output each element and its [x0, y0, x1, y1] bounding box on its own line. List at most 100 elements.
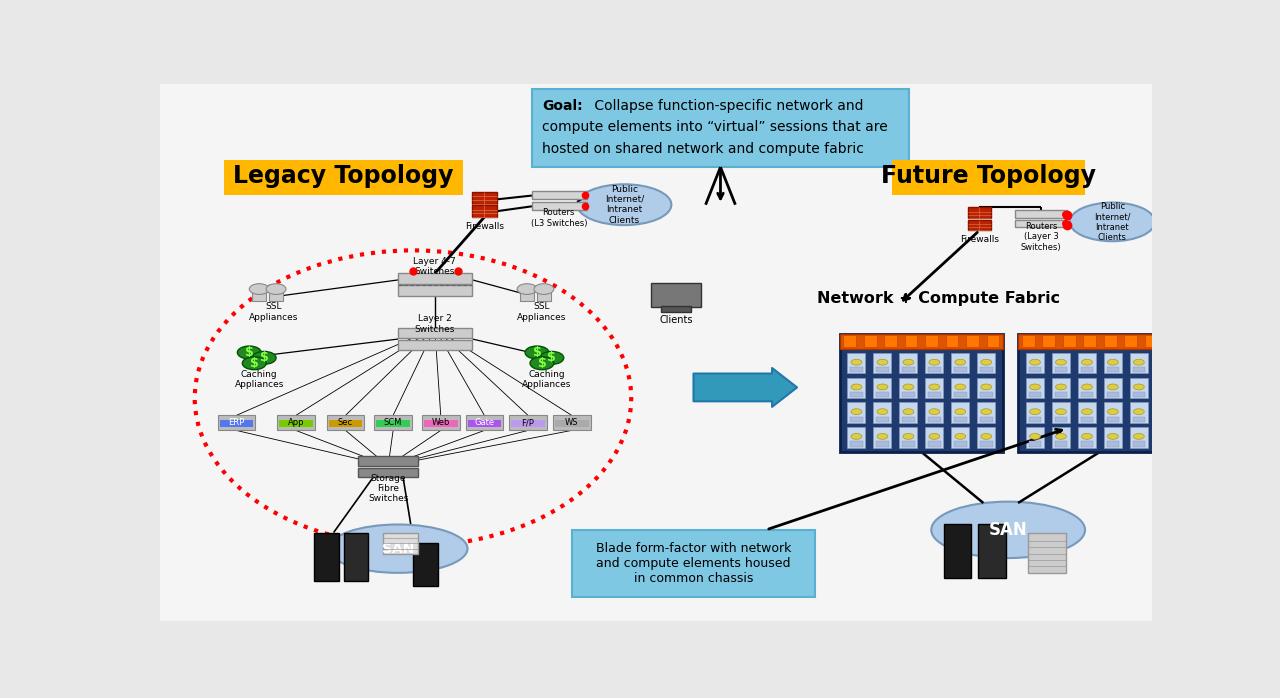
Text: $: $	[250, 357, 259, 370]
FancyBboxPatch shape	[398, 274, 472, 284]
FancyBboxPatch shape	[343, 533, 369, 581]
FancyBboxPatch shape	[413, 543, 438, 586]
FancyBboxPatch shape	[1029, 442, 1042, 447]
Ellipse shape	[329, 524, 467, 573]
Circle shape	[1082, 409, 1092, 415]
Text: Gate: Gate	[475, 418, 494, 427]
FancyBboxPatch shape	[424, 419, 458, 426]
FancyBboxPatch shape	[520, 290, 534, 302]
FancyBboxPatch shape	[509, 415, 547, 431]
FancyBboxPatch shape	[472, 205, 498, 217]
Circle shape	[902, 409, 914, 415]
Circle shape	[851, 359, 861, 365]
Circle shape	[1056, 384, 1066, 390]
FancyBboxPatch shape	[892, 161, 1085, 195]
Text: $: $	[260, 351, 269, 364]
FancyBboxPatch shape	[398, 328, 472, 338]
FancyBboxPatch shape	[951, 427, 969, 447]
FancyBboxPatch shape	[1027, 427, 1044, 447]
FancyBboxPatch shape	[966, 335, 979, 347]
FancyBboxPatch shape	[472, 192, 498, 204]
Circle shape	[1107, 384, 1119, 390]
FancyBboxPatch shape	[279, 419, 312, 426]
FancyBboxPatch shape	[1042, 335, 1055, 347]
Text: Future Topology: Future Topology	[881, 164, 1096, 188]
FancyBboxPatch shape	[1078, 403, 1096, 423]
FancyBboxPatch shape	[1103, 353, 1121, 373]
FancyBboxPatch shape	[652, 283, 700, 307]
FancyBboxPatch shape	[978, 524, 1006, 578]
FancyBboxPatch shape	[1158, 367, 1171, 373]
FancyBboxPatch shape	[1130, 403, 1148, 423]
Circle shape	[525, 346, 549, 359]
FancyBboxPatch shape	[864, 335, 877, 347]
Text: $: $	[538, 357, 547, 370]
Text: Legacy Topology: Legacy Topology	[233, 164, 454, 188]
FancyBboxPatch shape	[954, 392, 966, 397]
Text: Goal:: Goal:	[541, 99, 582, 113]
Text: SSL
Appliances: SSL Appliances	[517, 302, 567, 322]
Text: SAN: SAN	[381, 542, 415, 556]
FancyBboxPatch shape	[1133, 367, 1146, 373]
FancyBboxPatch shape	[876, 392, 888, 397]
Circle shape	[250, 283, 269, 295]
FancyBboxPatch shape	[1156, 353, 1174, 373]
FancyBboxPatch shape	[398, 340, 472, 350]
FancyBboxPatch shape	[847, 427, 865, 447]
Circle shape	[1107, 359, 1119, 365]
Circle shape	[980, 359, 992, 365]
Text: Firewalls: Firewalls	[465, 222, 504, 230]
FancyBboxPatch shape	[1124, 335, 1137, 347]
Circle shape	[851, 409, 861, 415]
Circle shape	[1160, 433, 1170, 439]
Circle shape	[1134, 359, 1144, 365]
Circle shape	[1160, 384, 1170, 390]
FancyBboxPatch shape	[925, 378, 943, 398]
FancyBboxPatch shape	[847, 403, 865, 423]
FancyBboxPatch shape	[1027, 353, 1044, 373]
FancyBboxPatch shape	[1055, 442, 1068, 447]
Circle shape	[252, 351, 276, 364]
FancyBboxPatch shape	[314, 533, 339, 581]
Circle shape	[902, 384, 914, 390]
FancyBboxPatch shape	[876, 417, 888, 422]
Text: SCM: SCM	[384, 418, 402, 427]
FancyBboxPatch shape	[383, 533, 417, 554]
Text: Layer 4-7
Switches: Layer 4-7 Switches	[413, 257, 456, 276]
FancyBboxPatch shape	[1062, 335, 1075, 347]
FancyBboxPatch shape	[900, 403, 918, 423]
FancyBboxPatch shape	[925, 403, 943, 423]
FancyBboxPatch shape	[1018, 334, 1181, 452]
Text: ERP: ERP	[228, 418, 244, 427]
FancyBboxPatch shape	[1156, 378, 1174, 398]
Text: Layer 2
Switches: Layer 2 Switches	[415, 314, 454, 334]
Text: Network + Compute Fabric: Network + Compute Fabric	[817, 291, 1060, 306]
Circle shape	[1029, 384, 1041, 390]
FancyBboxPatch shape	[1018, 334, 1181, 349]
FancyBboxPatch shape	[1130, 427, 1148, 447]
Circle shape	[902, 433, 914, 439]
Text: $: $	[244, 346, 253, 359]
FancyBboxPatch shape	[358, 468, 417, 477]
FancyBboxPatch shape	[1015, 210, 1066, 218]
FancyBboxPatch shape	[980, 367, 992, 373]
FancyBboxPatch shape	[951, 403, 969, 423]
FancyBboxPatch shape	[900, 427, 918, 447]
Circle shape	[1134, 433, 1144, 439]
Text: Public
Internet/
Intranet
Clients: Public Internet/ Intranet Clients	[1094, 202, 1130, 242]
Circle shape	[1029, 359, 1041, 365]
FancyBboxPatch shape	[1107, 417, 1119, 422]
Circle shape	[1029, 409, 1041, 415]
FancyBboxPatch shape	[1083, 335, 1096, 347]
FancyBboxPatch shape	[1107, 367, 1119, 373]
FancyBboxPatch shape	[1103, 427, 1121, 447]
FancyBboxPatch shape	[511, 419, 545, 426]
FancyBboxPatch shape	[850, 442, 863, 447]
FancyBboxPatch shape	[1133, 392, 1146, 397]
FancyBboxPatch shape	[928, 392, 941, 397]
Circle shape	[851, 433, 861, 439]
Circle shape	[1082, 359, 1092, 365]
FancyArrowPatch shape	[694, 368, 797, 407]
Circle shape	[1082, 384, 1092, 390]
Circle shape	[530, 357, 554, 370]
